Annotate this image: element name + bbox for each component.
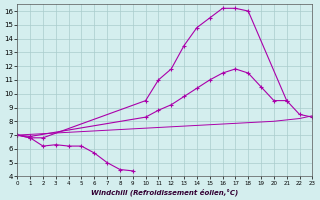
X-axis label: Windchill (Refroidissement éolien,°C): Windchill (Refroidissement éolien,°C) [91,188,238,196]
